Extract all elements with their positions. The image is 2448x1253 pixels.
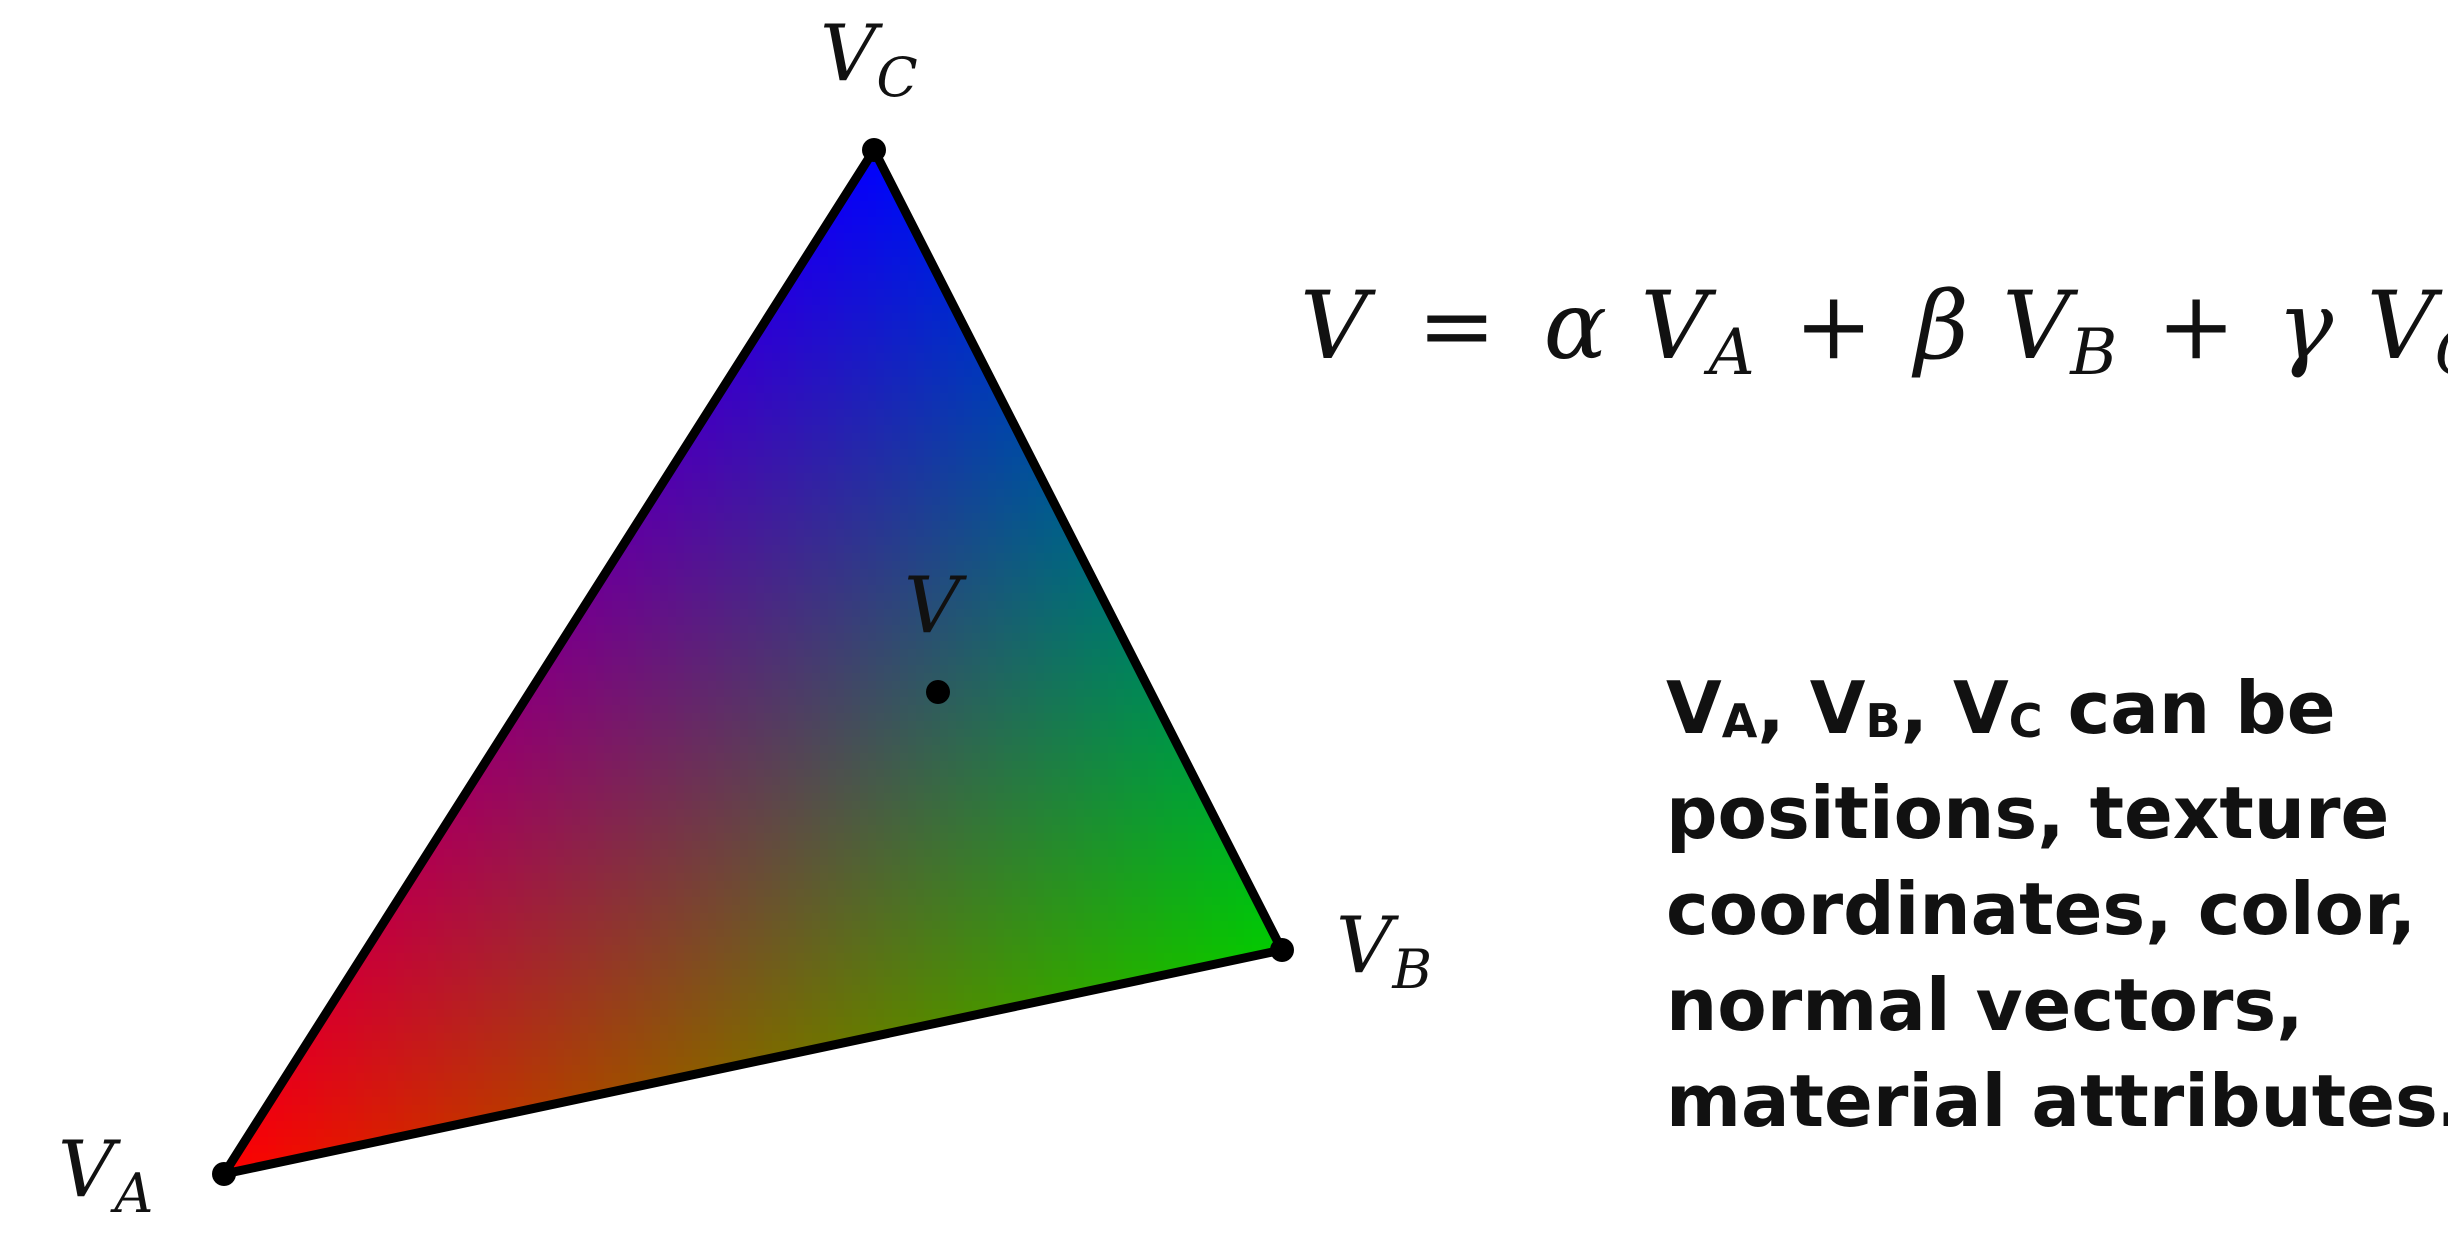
label-vertex-b: VB bbox=[1336, 901, 1432, 1001]
caption-line-2: positions, texture bbox=[1666, 771, 2390, 855]
label-vertex-a: VA bbox=[58, 1125, 153, 1225]
caption-line-4: normal vectors, bbox=[1666, 963, 2304, 1047]
caption-line-1: VA, VB, VC can be bbox=[1666, 666, 2336, 750]
label-vertex-c: VC bbox=[820, 9, 918, 109]
interior-point-v bbox=[926, 680, 950, 704]
barycentric-formula: V = α VA + β VB + γ VC bbox=[1300, 272, 2448, 395]
vertex-a-point bbox=[212, 1162, 236, 1186]
attributes-caption: VA, VB, VC can be positions, texture coo… bbox=[1666, 660, 2448, 1149]
vertex-b-point bbox=[1270, 938, 1294, 962]
caption-line-3: coordinates, color, bbox=[1666, 867, 2417, 951]
triangle-outline bbox=[219, 145, 1287, 1179]
vertex-c-point bbox=[862, 138, 886, 162]
caption-line-5: material attributes… bbox=[1666, 1059, 2448, 1143]
label-interior-point: V bbox=[904, 561, 967, 651]
